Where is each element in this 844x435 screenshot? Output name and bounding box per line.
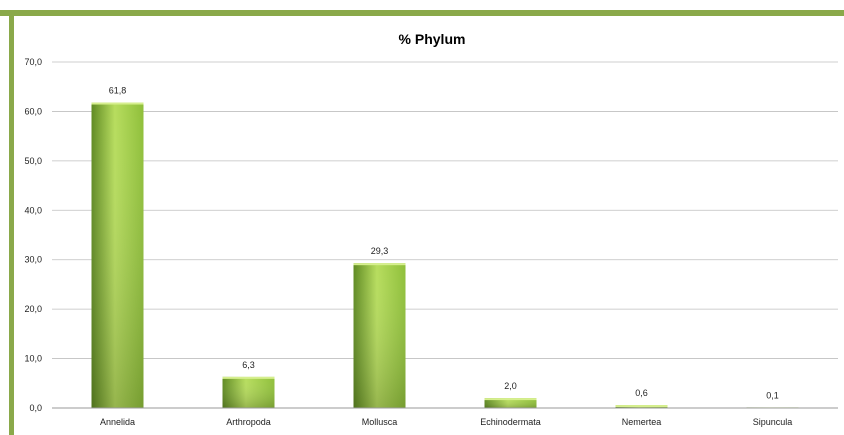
y-tick-label: 50,0 bbox=[24, 156, 42, 166]
y-tick-label: 60,0 bbox=[24, 106, 42, 116]
bar-top-highlight bbox=[615, 405, 668, 408]
category-label: Echinodermata bbox=[480, 417, 541, 427]
category-label: Arthropoda bbox=[226, 417, 271, 427]
x-axis-category-labels: Annelida Arthropoda Mollusca Echinodermata N… bbox=[100, 417, 792, 427]
category-label: Nemertea bbox=[622, 417, 662, 427]
bar-top-highlight bbox=[91, 102, 144, 105]
bar-shade bbox=[484, 398, 537, 408]
data-label: 0,6 bbox=[635, 388, 648, 398]
data-labels: 61,8 6,3 29,3 2,0 0,6 0,1 bbox=[109, 86, 779, 401]
gridlines bbox=[52, 61, 838, 409]
data-label: 2,0 bbox=[504, 381, 517, 391]
bar-shade bbox=[222, 376, 275, 408]
frame-left-border bbox=[9, 10, 14, 435]
y-tick-label: 10,0 bbox=[24, 354, 42, 364]
bar-nemertea bbox=[615, 405, 668, 408]
y-tick-label: 70,0 bbox=[24, 57, 42, 67]
y-axis-tick-labels: 0,0 10,0 20,0 30,0 40,0 50,0 60,0 70,0 bbox=[24, 57, 42, 413]
category-label: Sipuncula bbox=[753, 417, 793, 427]
bar-mollusca bbox=[353, 263, 406, 408]
bar-annelida bbox=[91, 102, 144, 408]
data-label: 6,3 bbox=[242, 360, 255, 370]
data-label: 29,3 bbox=[371, 246, 389, 256]
data-label: 0,1 bbox=[766, 390, 779, 400]
y-tick-label: 0,0 bbox=[29, 403, 42, 413]
category-label: Annelida bbox=[100, 417, 135, 427]
y-tick-label: 40,0 bbox=[24, 205, 42, 215]
y-tick-label: 20,0 bbox=[24, 304, 42, 314]
bars bbox=[91, 102, 799, 408]
bar-top-highlight bbox=[484, 398, 537, 401]
chart-title: % Phylum bbox=[399, 31, 466, 47]
data-label: 61,8 bbox=[109, 86, 127, 96]
bar-arthropoda bbox=[222, 376, 275, 408]
bar-shade bbox=[353, 263, 406, 408]
bar-shade bbox=[91, 102, 144, 408]
bar-top-highlight bbox=[353, 263, 406, 266]
y-tick-label: 30,0 bbox=[24, 255, 42, 265]
bar-echinodermata bbox=[484, 398, 537, 408]
bar-top-highlight bbox=[222, 376, 275, 379]
frame-top-border bbox=[0, 10, 844, 16]
category-label: Mollusca bbox=[362, 417, 398, 427]
